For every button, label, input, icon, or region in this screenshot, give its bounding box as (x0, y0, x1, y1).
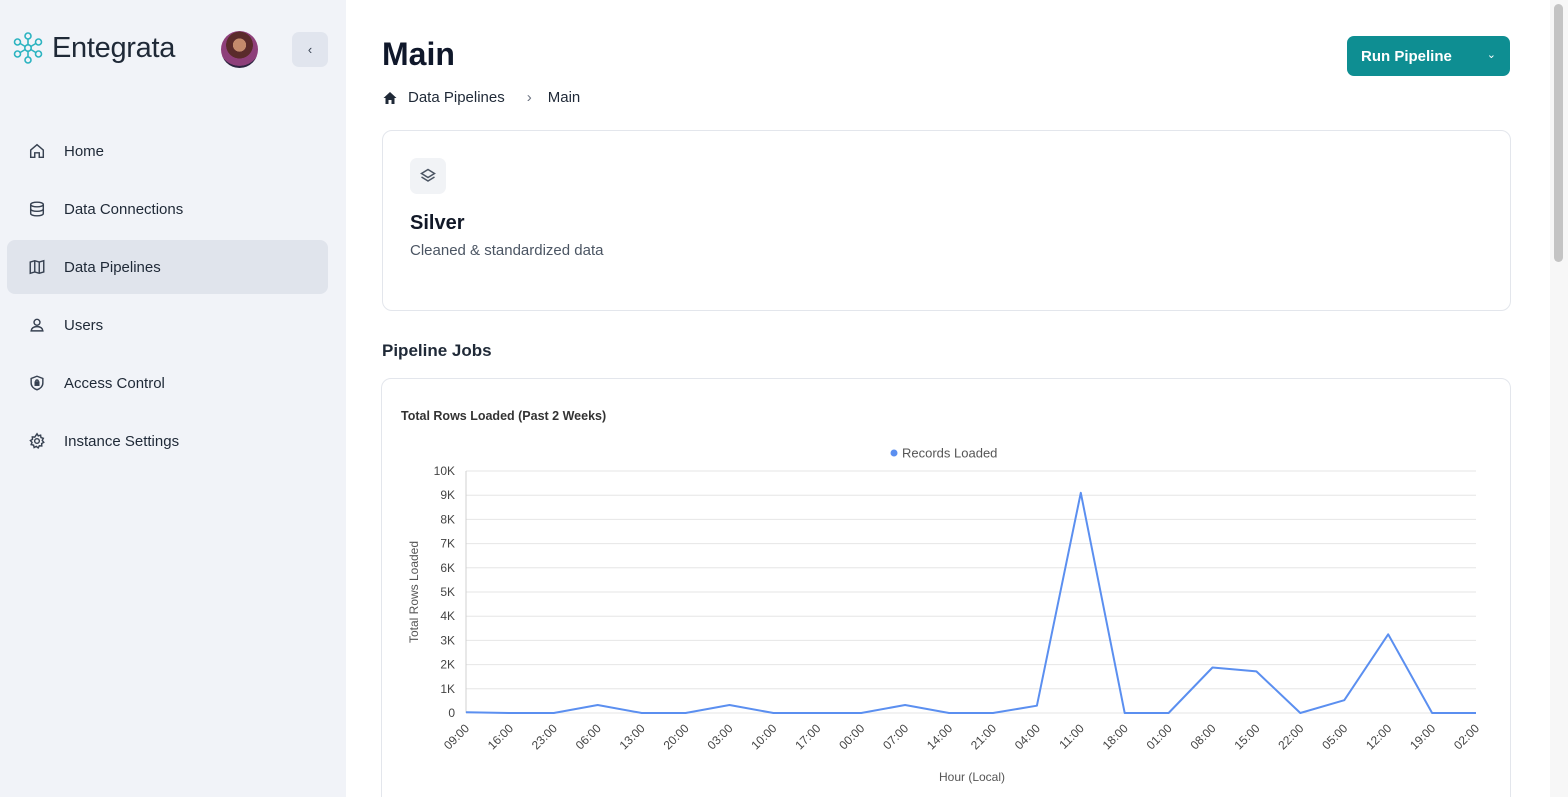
x-tick-label: 08:00 (1188, 721, 1219, 752)
sidebar: Entegrata ‹ Home Data Connections (0, 0, 346, 797)
collapse-sidebar-button[interactable]: ‹ (292, 32, 328, 67)
sidebar-item-users[interactable]: Users (7, 298, 328, 352)
sidebar-item-instance-settings[interactable]: Instance Settings (7, 414, 328, 468)
x-tick-label: 16:00 (485, 721, 516, 752)
y-tick-label: 5K (440, 585, 455, 599)
x-tick-label: 05:00 (1319, 721, 1350, 752)
avatar[interactable] (221, 31, 258, 68)
series-line-records-loaded (465, 491, 1476, 714)
y-axis-label: Total Rows Loaded (407, 541, 421, 643)
y-tick-label: 7K (440, 537, 455, 551)
x-tick-label: 07:00 (880, 721, 911, 752)
layer-card: Silver Cleaned & standardized data (382, 130, 1511, 311)
legend-label: Records Loaded (902, 446, 997, 461)
x-tick-label: 23:00 (529, 721, 560, 752)
x-tick-label: 01:00 (1144, 721, 1175, 752)
chevron-down-icon[interactable]: ⌄ (1486, 49, 1496, 61)
chevron-left-icon: ‹ (307, 42, 313, 57)
breadcrumb: Data Pipelines › Main (382, 89, 580, 106)
x-tick-label: 22:00 (1275, 721, 1306, 752)
x-tick-label: 12:00 (1363, 721, 1394, 752)
x-tick-label: 15:00 (1231, 721, 1262, 752)
sidebar-item-label: Data Connections (64, 200, 184, 218)
x-tick-label: 21:00 (968, 721, 999, 752)
y-tick-label: 8K (440, 512, 455, 526)
sidebar-item-data-connections[interactable]: Data Connections (7, 182, 328, 236)
layer-title: Silver (410, 212, 465, 234)
y-tick-label: 4K (440, 609, 455, 623)
home-icon (27, 141, 47, 161)
x-tick-label: 13:00 (617, 721, 648, 752)
breadcrumb-data-pipelines[interactable]: Data Pipelines (408, 89, 505, 106)
x-tick-label: 18:00 (1100, 721, 1131, 752)
sidebar-item-label: Instance Settings (64, 432, 180, 450)
chart-card: Total Rows Loaded (Past 2 Weeks) Records … (381, 378, 1511, 797)
entegrata-logo-icon (13, 32, 43, 64)
rows-loaded-chart: Total Rows Loaded (Past 2 Weeks) Records … (401, 409, 1482, 784)
x-tick-label: 14:00 (924, 721, 955, 752)
y-tick-label: 6K (440, 561, 455, 575)
y-tick-label: 1K (440, 682, 455, 696)
shield-icon (27, 373, 47, 393)
user-icon (27, 315, 47, 335)
home-icon[interactable] (382, 90, 398, 106)
sidebar-item-label: Access Control (64, 374, 165, 392)
legend-marker (890, 449, 898, 457)
layers-icon (410, 158, 446, 194)
sidebar-item-label: Users (64, 316, 104, 334)
chart-title: Total Rows Loaded (Past 2 Weeks) (401, 409, 606, 423)
x-tick-label: 10:00 (748, 721, 779, 752)
x-tick-label: 00:00 (836, 721, 867, 752)
database-icon (27, 199, 47, 219)
brand[interactable]: Entegrata (10, 30, 175, 66)
y-tick-label: 9K (440, 488, 455, 502)
x-tick-label: 02:00 (1451, 721, 1482, 752)
sidebar-item-label: Data Pipelines (64, 258, 161, 276)
chevron-right-icon: › (526, 89, 532, 106)
x-tick-label: 09:00 (441, 721, 472, 752)
x-tick-label: 20:00 (661, 721, 692, 752)
sidebar-nav: Home Data Connections Data Pipelines Use… (7, 124, 328, 472)
y-tick-label: 10K (434, 464, 455, 478)
x-axis-label: Hour (Local) (939, 770, 1005, 784)
run-pipeline-label: Run Pipeline (1361, 47, 1452, 65)
gear-icon (27, 431, 47, 451)
scrollbar-thumb[interactable] (1554, 4, 1563, 262)
y-tick-label: 3K (440, 633, 455, 647)
x-tick-label: 03:00 (704, 721, 735, 752)
x-tick-label: 17:00 (792, 721, 823, 752)
y-tick-label: 2K (440, 658, 455, 672)
x-tick-label: 19:00 (1407, 721, 1438, 752)
sidebar-item-data-pipelines[interactable]: Data Pipelines (7, 240, 328, 294)
map-icon (27, 257, 47, 277)
run-pipeline-button[interactable]: Run Pipeline ⌄ (1347, 36, 1510, 76)
x-tick-label: 11:00 (1056, 721, 1087, 752)
sidebar-item-access-control[interactable]: Access Control (7, 356, 328, 410)
sidebar-item-label: Home (64, 142, 105, 160)
section-title-pipeline-jobs: Pipeline Jobs (382, 341, 492, 360)
vertical-scrollbar[interactable] (1550, 0, 1568, 797)
brand-name: Entegrata (52, 31, 176, 64)
page-title: Main (382, 36, 455, 72)
main-content: Main Data Pipelines › Main Run Pipeline … (346, 0, 1568, 797)
y-tick-label: 0 (448, 706, 455, 720)
x-tick-label: 06:00 (573, 721, 604, 752)
layer-subtitle: Cleaned & standardized data (410, 242, 604, 259)
breadcrumb-main: Main (547, 89, 581, 106)
x-tick-label: 04:00 (1012, 721, 1043, 752)
sidebar-item-home[interactable]: Home (7, 124, 328, 178)
